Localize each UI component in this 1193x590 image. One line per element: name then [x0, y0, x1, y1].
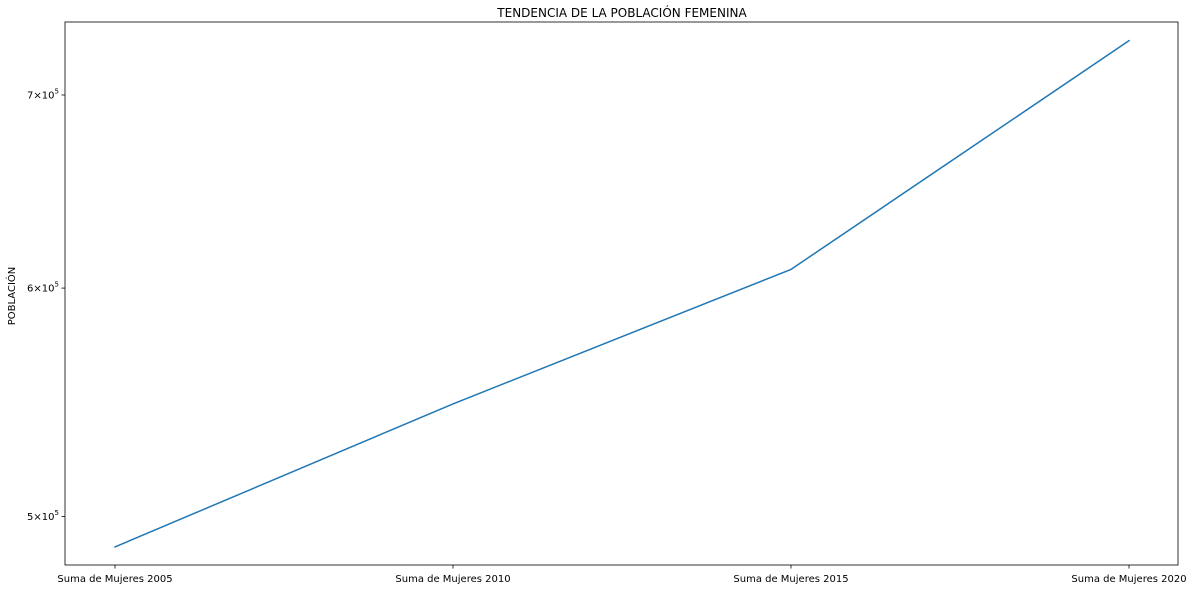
y-axis: 5×105 6×105 7×105	[27, 87, 65, 523]
series-layer	[114, 39, 1131, 548]
y-tick-label: 7×105	[27, 87, 59, 101]
x-tick-label: Suma de Mujeres 2005	[57, 574, 172, 585]
x-tick-label: Suma de Mujeres 2015	[733, 574, 848, 585]
y-tick-label: 6×105	[27, 281, 59, 295]
x-axis: Suma de Mujeres 2005 Suma de Mujeres 2010…	[57, 565, 1187, 585]
plot-frame	[64, 21, 1179, 566]
chart-title: TENDENCIA DE LA POBLACIÓN FEMENINA	[496, 5, 747, 20]
x-tick-label: Suma de Mujeres 2010	[395, 574, 510, 585]
y-axis-label: POBLACIÓN	[5, 267, 18, 326]
x-tick-label: Suma de Mujeres 2020	[1071, 574, 1186, 585]
series-line	[114, 39, 1131, 548]
y-tick-label: 5×105	[27, 509, 59, 523]
